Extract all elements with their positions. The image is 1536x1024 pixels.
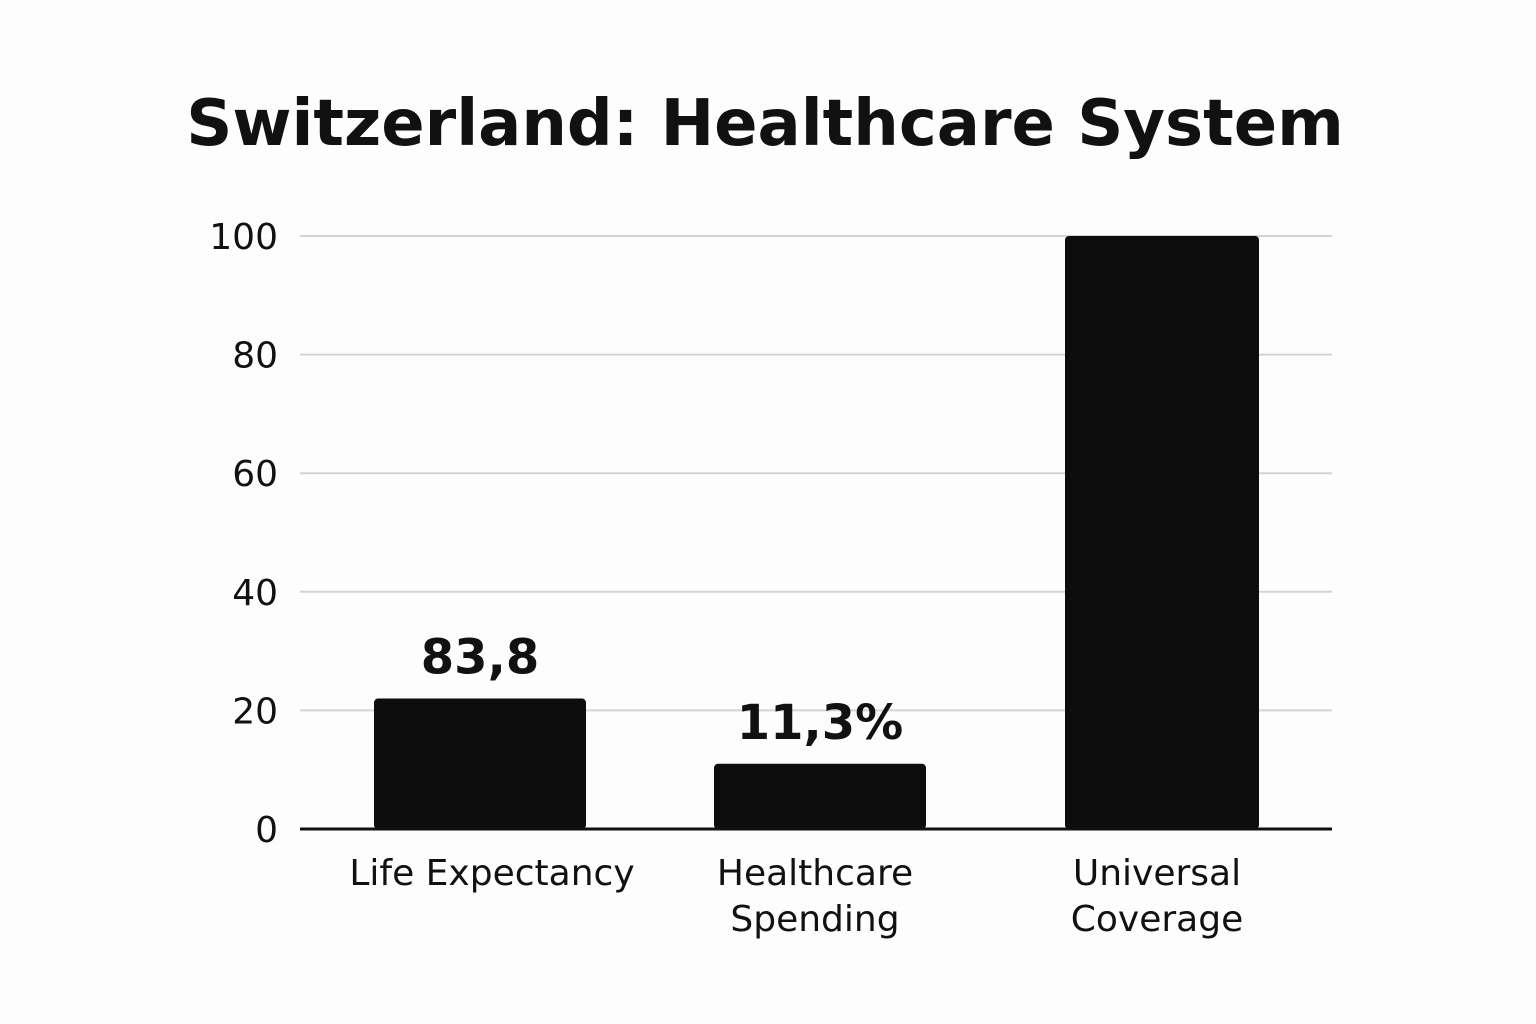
data-label: 11,3% [737,695,904,751]
chart-title: Switzerland: Healthcare System [186,87,1344,161]
y-axis-ticks: 0 20 40 60 80 100 [209,217,278,851]
y-tick-label: 60 [232,454,278,495]
y-tick-label: 0 [255,810,278,851]
bar [374,698,586,829]
category-label: Spending [730,899,899,940]
category-label: Universal [1073,853,1241,894]
category-label: Life Expectancy [349,853,634,894]
category-labels: Life Expectancy Healthcare Spending Univers… [349,853,1243,940]
y-tick-label: 100 [209,217,278,258]
bar [1065,236,1259,829]
data-label: 83,8 [421,630,539,686]
category-label: Healthcare [717,853,913,894]
data-labels: 83,8 11,3% [421,630,903,751]
y-tick-label: 40 [232,573,278,614]
y-tick-label: 20 [232,691,278,732]
bars [374,236,1259,829]
y-tick-label: 80 [232,336,278,377]
bar [714,763,926,829]
category-label: Coverage [1071,899,1243,940]
